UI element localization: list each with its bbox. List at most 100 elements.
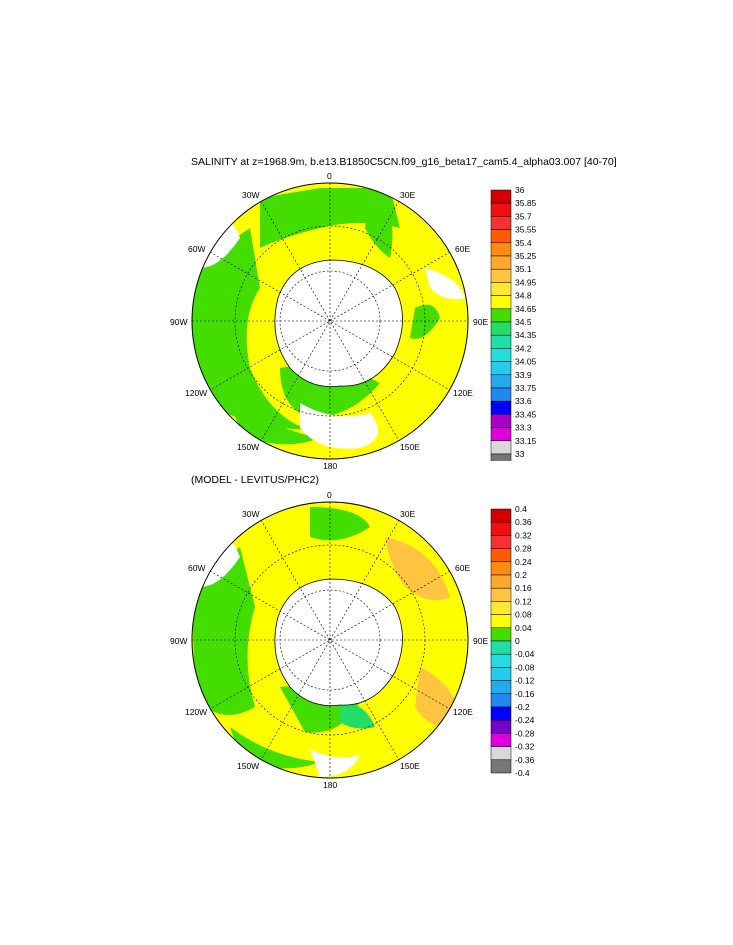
bottom-colorbar-label: 0.4 xyxy=(515,505,527,514)
top-colorbar-label: 35.25 xyxy=(515,251,537,261)
top-colorbar-box xyxy=(490,202,512,217)
bottom-colorbar-label: -0.08 xyxy=(515,662,535,672)
top-colorbar-label: 36 xyxy=(515,186,525,195)
bottom-colorbar-box xyxy=(490,521,512,536)
top-colorbar-box xyxy=(490,427,512,442)
bottom-colorbar-box xyxy=(490,759,512,774)
bottom-colorbar-label: 0.24 xyxy=(515,557,532,567)
top-colorbar-box xyxy=(490,361,512,376)
top-label-180: 180 xyxy=(323,461,337,471)
top-colorbar-box xyxy=(490,387,512,402)
top-colorbar-box xyxy=(490,334,512,349)
top-colorbar-label: 33.3 xyxy=(515,423,532,433)
top-colorbar-box xyxy=(490,400,512,415)
bottom-label-60e: 60E xyxy=(455,563,470,573)
top-colorbar-box xyxy=(490,374,512,389)
top-label-60e: 60E xyxy=(455,244,470,254)
bottom-label-120w: 120W xyxy=(185,707,207,717)
bottom-colorbar-box xyxy=(490,640,512,655)
top-colorbar-box xyxy=(490,282,512,296)
top-colorbar-label: 34.35 xyxy=(515,330,537,340)
bottom-map-title: (MODEL - LEVITUS/PHC2) xyxy=(191,474,319,486)
top-colorbar-label: 33.15 xyxy=(515,436,537,446)
bottom-colorbar-box xyxy=(490,627,512,642)
bottom-colorbar-label: 0.28 xyxy=(515,544,532,554)
top-colorbar-box xyxy=(490,295,512,310)
bottom-colorbar-label: -0.28 xyxy=(515,728,535,738)
bottom-colorbar-box xyxy=(490,601,512,615)
top-colorbar-label: 35.4 xyxy=(515,238,532,248)
top-colorbar-box xyxy=(490,216,512,230)
top-colorbar-label: 34.2 xyxy=(515,343,532,353)
bottom-colorbar-label: 0.04 xyxy=(515,623,532,633)
top-colorbar-label: 34.5 xyxy=(515,317,532,327)
bottom-colorbar-box xyxy=(490,693,512,708)
bottom-colorbar-label: -0.04 xyxy=(515,649,535,659)
bottom-colorbar-box xyxy=(490,574,512,589)
bottom-label-90w: 90W xyxy=(170,636,187,646)
top-colorbar-label: 33.75 xyxy=(515,383,537,393)
bottom-colorbar-box xyxy=(490,706,512,721)
top-colorbar-label: 33.6 xyxy=(515,396,532,406)
top-colorbar-box xyxy=(490,268,512,283)
top-label-90e: 90E xyxy=(473,317,488,327)
bottom-colorbar-label: 0.32 xyxy=(515,530,532,540)
top-label-0: 0 xyxy=(327,171,332,181)
bottom-label-150e: 150E xyxy=(400,761,420,771)
bottom-colorbar-label: 0.36 xyxy=(515,517,532,527)
top-colorbar-label: 33.45 xyxy=(515,409,537,419)
top-label-60w: 60W xyxy=(188,244,205,254)
bottom-colorbar: 0.4 0.36 0.32 0.28 0.24 0.2 0.16 0.12 0.08 0.04 0 -… xyxy=(490,505,535,778)
bottom-colorbar-label: -0.12 xyxy=(515,676,535,686)
bottom-colorbar-box xyxy=(490,587,512,602)
top-colorbar-box xyxy=(490,255,512,270)
top-colorbar-label: 35.55 xyxy=(515,225,537,235)
top-colorbar-box xyxy=(490,321,512,336)
bottom-colorbar-label: -0.36 xyxy=(515,755,535,765)
top-colorbar-box xyxy=(490,453,512,461)
bottom-colorbar-label: -0.2 xyxy=(515,702,530,712)
top-colorbar-box xyxy=(490,308,512,323)
top-colorbar-label: 34.8 xyxy=(515,291,532,301)
top-colorbar-box xyxy=(490,242,512,257)
top-colorbar-label: 35.7 xyxy=(515,211,532,221)
bottom-colorbar-box xyxy=(490,733,512,747)
bottom-colorbar-box xyxy=(490,667,512,681)
bottom-colorbar-box xyxy=(490,653,512,668)
top-colorbar-box xyxy=(490,348,512,362)
bottom-label-90e: 90E xyxy=(473,636,488,646)
top-salinity-map: 0 30E 60E 90E 120E 150E 180 150W 120W 90… xyxy=(170,171,488,471)
top-colorbar-label: 35.1 xyxy=(515,264,532,274)
bottom-label-180: 180 xyxy=(323,780,337,790)
top-colorbar-box xyxy=(490,189,512,204)
bottom-colorbar-box xyxy=(490,548,512,563)
bottom-colorbar-box xyxy=(490,719,512,734)
bottom-colorbar-label: 0.2 xyxy=(515,570,527,580)
bottom-label-30e: 30E xyxy=(400,509,415,519)
top-colorbar-label: 34.05 xyxy=(515,357,537,367)
top-colorbar-label: 35.85 xyxy=(515,198,537,208)
bottom-colorbar-label: -0.32 xyxy=(515,742,535,752)
top-colorbar-label: 34.65 xyxy=(515,304,537,314)
bottom-colorbar-label: -0.4 xyxy=(515,768,530,778)
bottom-label-60w: 60W xyxy=(188,563,205,573)
bottom-colorbar-label: 0.12 xyxy=(515,596,532,606)
top-label-30w: 30W xyxy=(242,190,259,200)
bottom-colorbar-label: -0.16 xyxy=(515,689,535,699)
bottom-label-150w: 150W xyxy=(237,761,259,771)
top-colorbar-box xyxy=(490,414,512,428)
top-label-120e: 120E xyxy=(453,388,473,398)
top-colorbar-box xyxy=(490,229,512,244)
bottom-colorbar-label: 0.08 xyxy=(515,610,532,620)
bottom-label-120e: 120E xyxy=(453,707,473,717)
bottom-colorbar-box xyxy=(490,508,512,523)
bottom-colorbar-box xyxy=(490,746,512,761)
top-label-120w: 120W xyxy=(185,388,207,398)
bottom-colorbar-box xyxy=(490,535,512,549)
top-colorbar-label: 33.9 xyxy=(515,370,532,380)
top-map-title: SALINITY at z=1968.9m, b.e13.B1850C5CN.f… xyxy=(191,156,617,168)
top-colorbar: 36 35.85 35.7 35.55 35.4 35.25 35.1 34.95 34.8 34… xyxy=(490,186,537,461)
bottom-colorbar-box xyxy=(490,561,512,576)
top-label-150e: 150E xyxy=(400,442,420,452)
bottom-label-30w: 30W xyxy=(242,509,259,519)
